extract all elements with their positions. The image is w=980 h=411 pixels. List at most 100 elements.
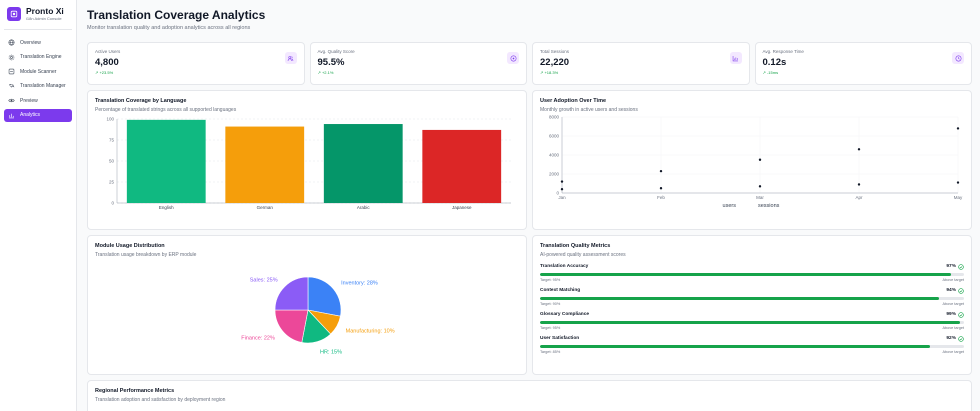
check-circle-icon: [958, 287, 964, 294]
x-tick-label: Feb: [657, 195, 665, 200]
target-icon: [507, 52, 519, 64]
point-sessions[interactable]: [857, 182, 861, 186]
sidebar-item-label: Analytics: [20, 112, 41, 118]
check-circle-icon: [958, 263, 964, 270]
metric-value: 97%: [946, 264, 956, 269]
stat-card: Avg. Response Time 0.12s ↗ -15ms: [754, 42, 972, 85]
x-tick-label: Arabic: [357, 205, 371, 210]
scan-icon: [8, 68, 15, 75]
usage-subtitle: Translation usage breakdown by ERP modul…: [95, 251, 197, 258]
bar-german[interactable]: [225, 126, 305, 203]
globe-icon: [8, 39, 15, 46]
metric-value: 94%: [946, 288, 956, 293]
y-tick-label: 100: [106, 116, 114, 121]
point-sessions[interactable]: [560, 187, 564, 190]
stat-value: 95.5%: [317, 57, 345, 68]
gear-icon: [8, 54, 15, 60]
brand-subtitle: i18n Admin Console: [26, 16, 62, 21]
stats-row: Active Users 4,800 ↗ +23.5% Avg. Quality Sc…: [87, 42, 972, 85]
sidebar-item-overview[interactable]: Overview: [4, 36, 72, 49]
slice-label: Finance: 22%: [241, 335, 275, 341]
coverage-title: Translation Coverage by Language: [95, 98, 187, 104]
metric-value: 99%: [946, 312, 956, 317]
coverage-card: Translation Coverage by Language Percent…: [87, 90, 527, 230]
slice-label: HR: 15%: [320, 349, 342, 355]
metric-target: Target: 95%: [540, 325, 561, 330]
y-tick-label: 4000: [549, 152, 560, 157]
metric-progress-bar: [540, 344, 964, 348]
metric-progress-fill: [540, 320, 960, 324]
stat-trend: ↗ -15ms: [762, 70, 779, 75]
quality-card: Translation Quality Metrics AI-powered q…: [532, 235, 972, 375]
stat-card: Active Users 4,800 ↗ +23.5%: [87, 42, 305, 85]
point-sessions[interactable]: [659, 186, 663, 189]
metric-target: Target: 85%: [540, 349, 561, 354]
translate-icon: [9, 83, 15, 87]
metric-progress-fill: [540, 272, 952, 276]
nav-list: Overview Translation Engine Module Scanner…: [4, 36, 72, 122]
point-users[interactable]: [560, 179, 564, 183]
sidebar-item-translation-manager[interactable]: Translation Manager: [4, 80, 72, 93]
x-tick-label: Jan: [558, 195, 566, 200]
stat-value: 22,220: [540, 57, 570, 68]
slice-inventory[interactable]: [307, 276, 342, 317]
quality-metric: Context Matching 94% Target: 90% Above targ…: [540, 287, 964, 306]
users-icon: [284, 52, 297, 64]
brand: Pronto Xi i18n Admin Console: [4, 4, 72, 30]
metric-status: Above target: [942, 301, 964, 306]
point-sessions[interactable]: [956, 180, 960, 184]
usage-pie-chart: Inventory: 28% Manufacturing: 10% HR: 15% F…: [241, 276, 395, 355]
point-users[interactable]: [956, 126, 960, 130]
quality-title: Translation Quality Metrics: [540, 243, 611, 249]
sidebar-item-label: Translation Manager: [20, 83, 66, 89]
legend-item-users: users: [723, 203, 737, 209]
metric-status: Above target: [942, 349, 964, 354]
sidebar-item-analytics[interactable]: Analytics: [4, 108, 72, 122]
y-tick-label: 0: [111, 200, 114, 205]
y-tick-label: 6000: [549, 133, 560, 138]
metric-progress-bar: [540, 272, 964, 276]
stat-trend: ↗ +2.1%: [317, 70, 334, 75]
quality-metrics: Translation Accuracy 97% Target: 95% Above …: [540, 263, 964, 354]
x-tick-label: Apr: [855, 195, 863, 200]
slice-finance[interactable]: [274, 309, 309, 343]
clock-icon: [952, 52, 964, 64]
point-users[interactable]: [758, 158, 762, 161]
stat-value: 0.12s: [762, 57, 787, 68]
sidebar-item-translation-engine[interactable]: Translation Engine: [4, 51, 72, 64]
stat-trend-value: +2.1%: [321, 70, 334, 75]
sidebar-item-module-scanner[interactable]: Module Scanner: [4, 65, 72, 78]
brand-title: Pronto Xi: [26, 6, 64, 16]
regional-title: Regional Performance Metrics: [95, 388, 175, 394]
coverage-subtitle: Percentage of translated strings across …: [95, 106, 237, 113]
stat-label: Avg. Response Time: [762, 49, 804, 54]
metric-name: User Satisfaction: [540, 336, 580, 341]
point-users[interactable]: [659, 169, 663, 172]
bar-chart-icon: [9, 113, 14, 118]
point-users[interactable]: [857, 147, 861, 150]
sidebar-item-preview[interactable]: Preview: [4, 94, 72, 107]
chart-icon: [729, 52, 742, 64]
main-content: Translation Coverage Analytics Monitor t…: [77, 0, 980, 411]
metric-progress-bar: [540, 320, 964, 324]
bar-arabic[interactable]: [323, 123, 403, 203]
sidebar-item-label: Translation Engine: [20, 54, 62, 60]
stat-card: Total Sessions 22,220 ↗ +18.3%: [532, 42, 750, 85]
stat-trend-value: +23.5%: [99, 70, 114, 75]
adoption-card: User Adoption Over Time Monthly growth i…: [532, 90, 972, 230]
stat-trend-value: -15ms: [766, 70, 779, 75]
sidebar-item-label: Module Scanner: [20, 68, 57, 75]
bar-japanese[interactable]: [422, 129, 502, 203]
point-sessions[interactable]: [758, 184, 762, 188]
x-tick-label: Mar: [756, 195, 764, 200]
stat-trend: ↗ +18.3%: [540, 70, 559, 75]
slice-label: Manufacturing: 10%: [346, 328, 395, 334]
x-tick-label: English: [159, 205, 174, 210]
metric-progress-bar: [540, 296, 964, 300]
check-circle-icon: [958, 311, 964, 318]
metric-target: Target: 90%: [540, 301, 561, 306]
slice-sales[interactable]: [274, 276, 309, 310]
bar-english[interactable]: [126, 119, 206, 203]
stat-value: 4,800: [95, 57, 119, 68]
eye-icon: [8, 98, 15, 103]
